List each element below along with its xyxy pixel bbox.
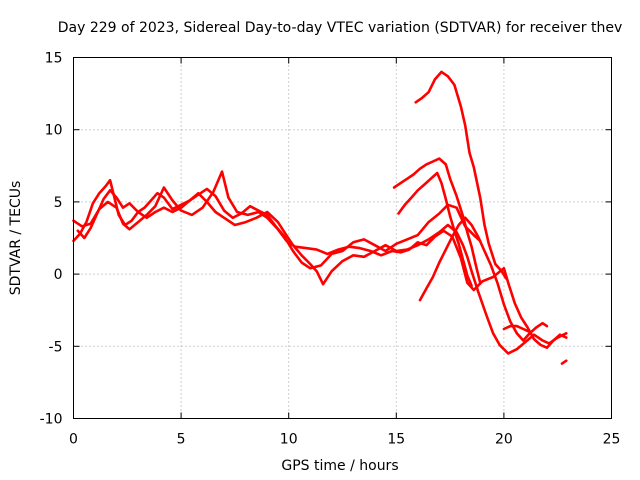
y-tick-label: 5 <box>54 195 63 211</box>
y-tick-label: 0 <box>54 267 63 283</box>
series-arc-3 <box>76 187 482 270</box>
x-tick-label: 5 <box>177 432 186 448</box>
x-axis-label: GPS time / hours <box>281 458 398 474</box>
series-arc-7 <box>418 216 549 342</box>
grid <box>73 57 612 419</box>
x-tick-label: 0 <box>69 432 78 448</box>
y-axis-label: SDTVAR / TECUs <box>8 181 24 296</box>
y-tick-label: -10 <box>40 412 63 428</box>
y-tick-label: 15 <box>45 51 63 67</box>
series-arc-8 <box>502 324 532 334</box>
x-tick-label: 15 <box>387 432 405 448</box>
x-tick-label: 20 <box>495 432 513 448</box>
plot-frame <box>73 57 612 419</box>
series-arc-9 <box>560 359 568 365</box>
y-tick-label: -5 <box>49 339 63 355</box>
series-arc-4 <box>414 70 508 280</box>
y-tick-label: 10 <box>45 123 63 139</box>
series-arc-5 <box>392 157 482 285</box>
series-arc-1 <box>72 178 568 355</box>
x-tick-label: 10 <box>280 432 298 448</box>
chart-title: Day 229 of 2023, Sidereal Day-to-day VTE… <box>58 20 622 36</box>
axis-ticks: 0 5 10 15 20 25 -10 -5 0 5 10 15 <box>40 51 621 448</box>
x-tick-label: 25 <box>603 432 621 448</box>
series-layer <box>72 70 568 365</box>
series-arc-2 <box>72 170 568 350</box>
series-arc-6 <box>397 171 473 288</box>
